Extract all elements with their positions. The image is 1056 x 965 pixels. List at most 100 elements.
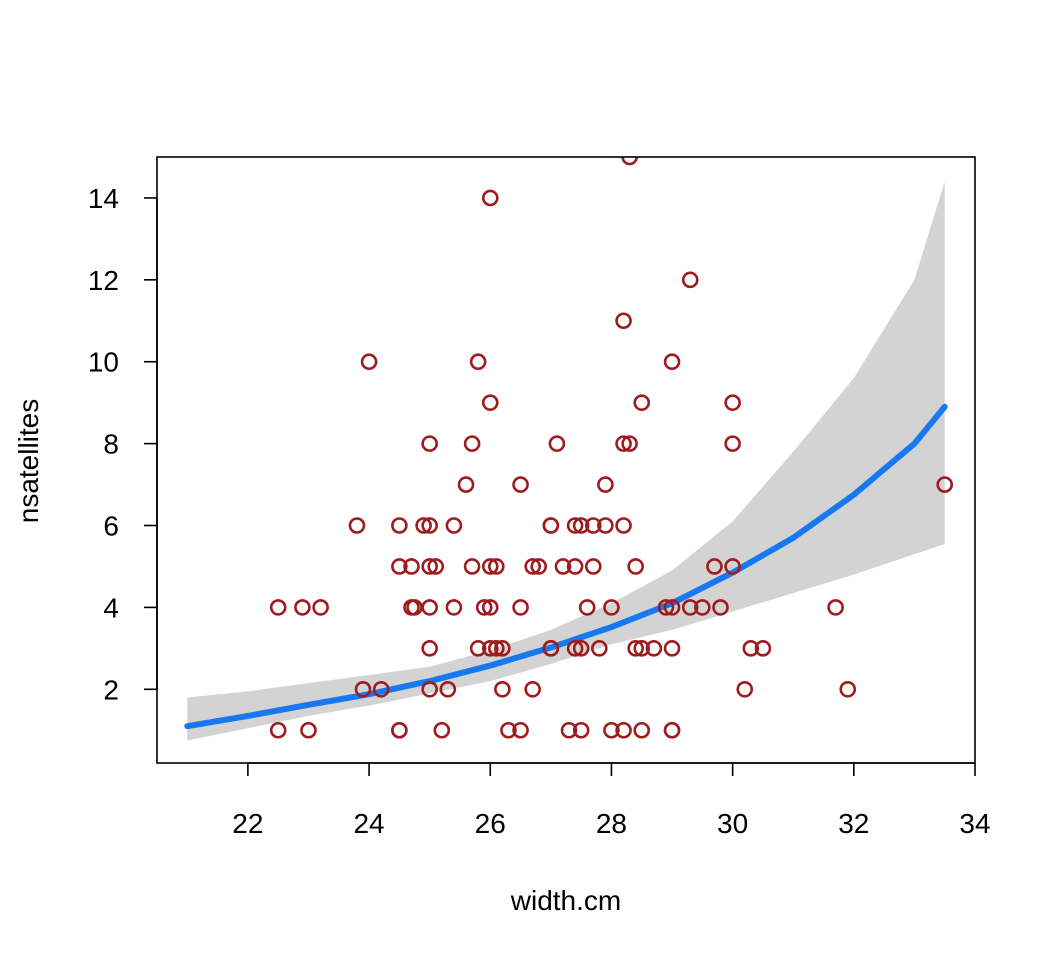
data-point <box>512 721 529 739</box>
data-point <box>300 721 317 739</box>
data-point <box>597 476 614 493</box>
data-point <box>839 680 857 698</box>
data-point <box>469 353 487 371</box>
data-point <box>525 762 528 763</box>
data-point <box>421 640 438 657</box>
data-point <box>391 517 408 534</box>
data-point <box>269 599 287 616</box>
data-point <box>470 762 474 763</box>
x-tick-label: 22 <box>232 808 263 839</box>
data-point <box>754 640 772 657</box>
data-point <box>463 558 481 575</box>
data-point <box>724 435 741 452</box>
data-point <box>542 640 560 657</box>
data-point <box>415 517 432 534</box>
data-point <box>481 558 499 575</box>
data-point <box>475 599 493 616</box>
data-point <box>372 680 390 698</box>
data-points-layer <box>185 157 954 763</box>
data-point <box>724 558 741 575</box>
y-tick-label: 2 <box>103 674 119 705</box>
data-point <box>469 640 487 657</box>
data-point <box>445 517 463 534</box>
data-point <box>681 599 699 616</box>
data-point <box>294 599 311 616</box>
data-point <box>530 558 548 575</box>
data-point <box>524 558 541 575</box>
data-point <box>633 721 651 739</box>
data-point <box>481 189 499 207</box>
data-point <box>494 640 511 657</box>
data-point <box>439 680 457 698</box>
data-point <box>572 517 590 534</box>
data-point <box>621 157 638 166</box>
data-point <box>391 721 408 739</box>
data-point <box>736 680 754 698</box>
data-point <box>445 599 463 616</box>
data-point <box>621 435 638 452</box>
data-point <box>652 762 656 763</box>
data-point <box>501 762 504 763</box>
data-point <box>360 353 378 371</box>
data-point <box>603 599 620 616</box>
data-point <box>457 476 475 493</box>
data-point <box>584 517 602 534</box>
data-point <box>427 558 445 575</box>
data-point <box>463 435 481 452</box>
data-point <box>421 599 438 616</box>
data-point <box>488 640 505 657</box>
confidence-band-layer <box>187 181 945 741</box>
data-point <box>481 599 499 616</box>
y-tick-label: 14 <box>88 183 119 214</box>
data-point <box>354 680 372 698</box>
data-point <box>645 640 663 657</box>
x-tick-label: 30 <box>717 808 748 839</box>
data-point <box>572 721 590 739</box>
y-axis-label: nsatellites <box>13 399 44 524</box>
data-point <box>827 599 844 616</box>
data-point <box>591 640 608 657</box>
data-point <box>355 762 359 763</box>
x-tick-label: 32 <box>838 808 869 839</box>
y-tick-label: 6 <box>103 511 119 542</box>
data-point <box>566 517 584 534</box>
x-axis-label: width.cm <box>510 885 621 916</box>
data-point <box>524 680 541 698</box>
data-point <box>627 558 644 575</box>
data-point <box>481 394 499 411</box>
data-point <box>276 762 280 763</box>
data-point <box>560 721 578 739</box>
data-point <box>597 762 601 763</box>
y-tick-label: 4 <box>103 592 119 623</box>
data-point <box>500 721 517 739</box>
x-tick-label: 34 <box>959 808 990 839</box>
data-point <box>578 599 596 616</box>
data-point <box>301 762 304 763</box>
data-point <box>403 558 420 575</box>
confidence-band <box>187 181 945 741</box>
x-tick-label: 24 <box>353 808 384 839</box>
data-point <box>627 640 644 657</box>
data-point <box>566 640 584 657</box>
data-point <box>615 435 632 452</box>
data-point <box>349 762 353 763</box>
y-tick-label: 8 <box>103 429 119 460</box>
data-point <box>633 640 651 657</box>
data-point <box>572 640 590 657</box>
data-point <box>657 599 675 616</box>
data-point <box>712 599 729 616</box>
data-point <box>494 680 511 698</box>
data-point <box>416 762 419 763</box>
data-point <box>421 680 438 698</box>
data-point <box>584 558 602 575</box>
data-point <box>548 435 566 452</box>
data-point <box>488 558 505 575</box>
data-point <box>663 353 681 371</box>
data-point <box>681 271 699 289</box>
data-point <box>373 762 377 763</box>
data-point <box>663 721 681 739</box>
data-point <box>615 517 632 534</box>
